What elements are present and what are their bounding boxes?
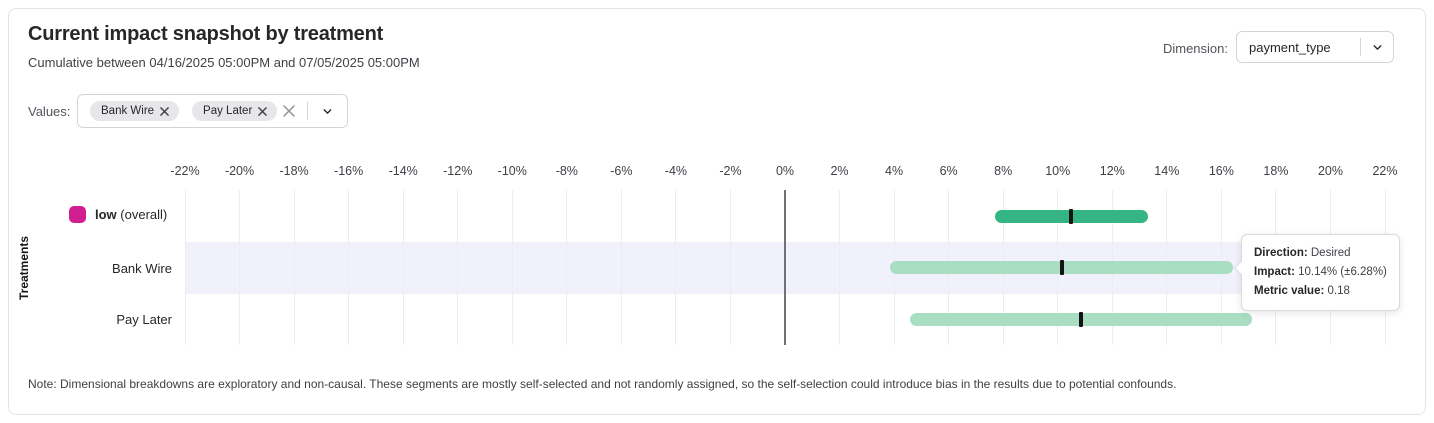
bar-tooltip: Direction: Desired Impact: 10.14% (±6.28… <box>1233 234 1400 311</box>
dimension-selected-value: payment_type <box>1249 39 1331 55</box>
value-chip-bank-wire[interactable]: Bank Wire <box>90 101 180 121</box>
chip-close-icon[interactable] <box>160 106 169 116</box>
confidence-interval-bar[interactable] <box>995 209 1148 223</box>
values-box-divider <box>307 102 308 120</box>
value-chip-label: Pay Later <box>203 105 253 117</box>
tooltip-impact-row: Impact: 10.14% (±6.28%) <box>1254 266 1387 278</box>
values-label: Values: <box>28 104 71 119</box>
dimension-label: Dimension: <box>1162 41 1228 56</box>
chip-close-icon[interactable] <box>258 106 268 116</box>
clear-values-icon[interactable] <box>280 102 298 120</box>
confidence-interval-bar[interactable] <box>890 261 1233 275</box>
impact-snapshot-card <box>8 8 1426 415</box>
values-multiselect[interactable]: Bank Wire Pay Later <box>77 94 348 128</box>
disclaimer-note: Note: Dimensional breakdowns are explora… <box>28 377 1177 391</box>
tooltip-direction-row: Direction: Desired <box>1254 247 1351 259</box>
value-chip-label: Bank Wire <box>101 105 155 117</box>
date-range-subtitle: Cumulative between 04/16/2025 05:00PM an… <box>28 55 420 70</box>
y-axis-label: Treatments <box>17 235 31 301</box>
dimension-select-divider <box>1360 38 1361 56</box>
tooltip-metric-row: Metric value: 0.18 <box>1254 285 1350 297</box>
confidence-interval-bar[interactable] <box>909 312 1253 326</box>
value-chip-pay-later[interactable]: Pay Later <box>192 101 278 121</box>
dimension-select[interactable]: payment_type <box>1236 31 1394 63</box>
page-title: Current impact snapshot by treatment <box>28 23 384 45</box>
chevron-down-icon[interactable] <box>317 101 337 121</box>
chevron-down-icon <box>1361 41 1393 54</box>
